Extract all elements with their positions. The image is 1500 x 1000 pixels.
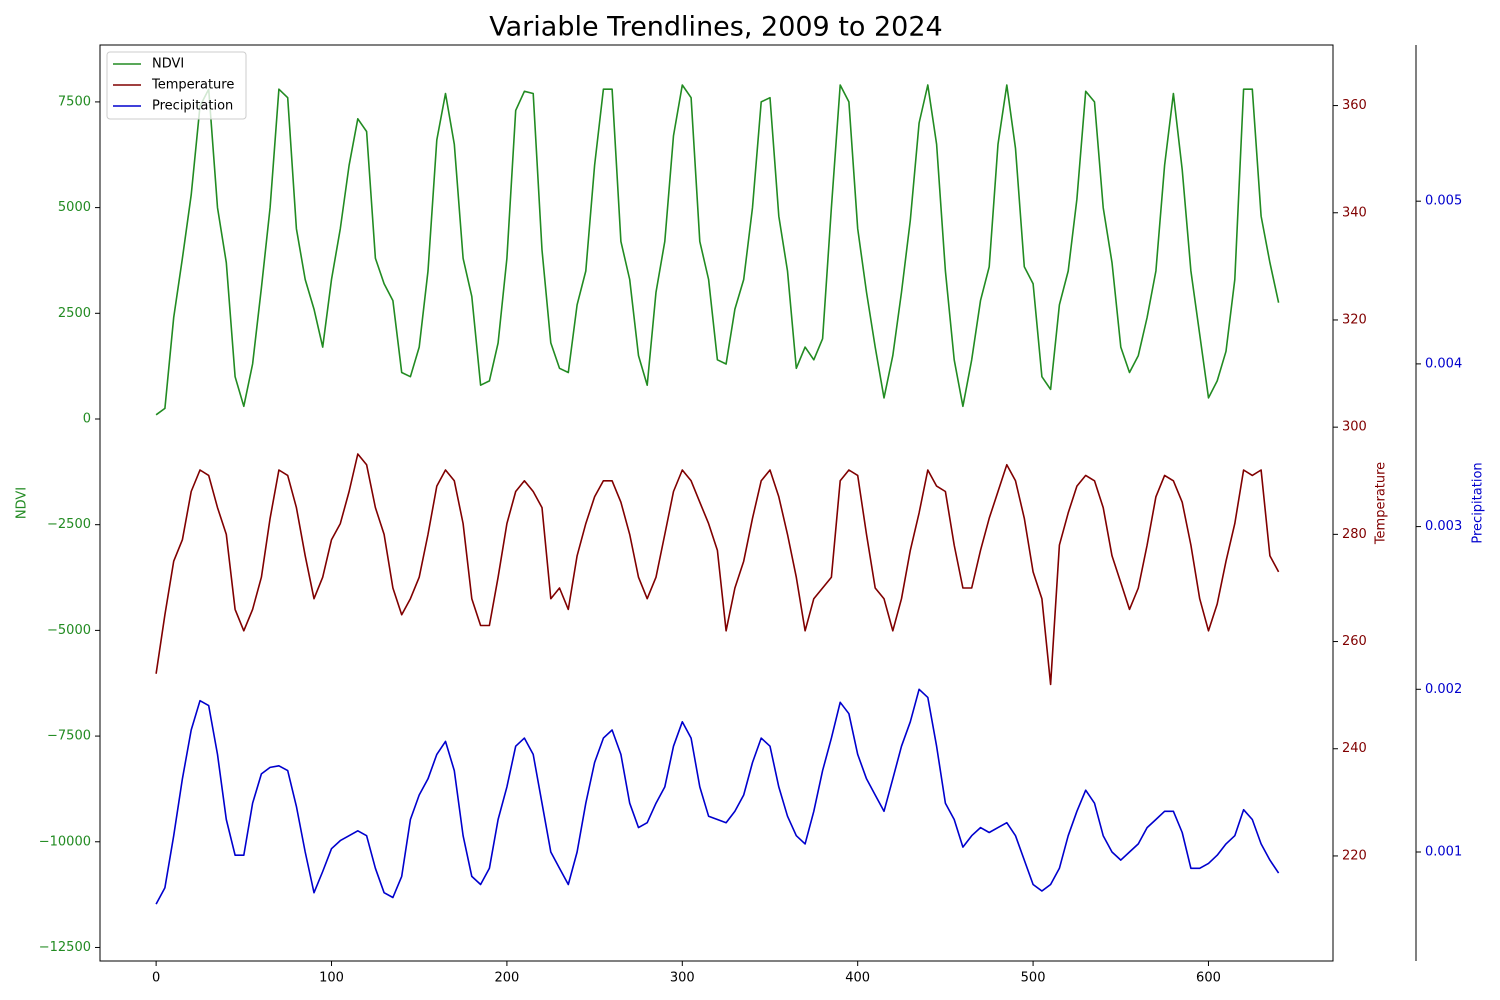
- x-tick-label: 600: [1196, 971, 1221, 986]
- y-tick-label: 2500: [58, 306, 91, 321]
- legend-label: Precipitation: [152, 99, 233, 114]
- y2-tick-label: 280: [1342, 527, 1367, 542]
- y-tick-label: −12500: [39, 940, 91, 955]
- legend-box: [106, 51, 247, 120]
- y-tick-label: −10000: [39, 834, 91, 849]
- x-tick-label: 500: [1021, 971, 1046, 986]
- y3-tick-label: 0.002: [1425, 682, 1462, 697]
- y2-tick-label: 340: [1342, 205, 1367, 220]
- x-tick-label: 300: [670, 971, 695, 986]
- y3-tick-label: 0.005: [1425, 194, 1462, 209]
- x-tick-label: 400: [845, 971, 870, 986]
- y-tick-label: 5000: [58, 200, 91, 215]
- y3-axis-label: Precipitation: [1471, 462, 1486, 543]
- y2-tick-label: 260: [1342, 634, 1367, 649]
- y3-tick-label: 0.001: [1425, 844, 1462, 859]
- y2-tick-label: 300: [1342, 420, 1367, 435]
- y2-tick-label: 240: [1342, 741, 1367, 756]
- x-tick-label: 100: [319, 971, 344, 986]
- y3-tick-label: 0.004: [1425, 356, 1462, 371]
- x-tick-label: 200: [494, 971, 519, 986]
- y-tick-label: −2500: [47, 517, 91, 532]
- legend-label: Temperature: [151, 78, 234, 93]
- y2-tick-label: 320: [1342, 312, 1367, 327]
- y-axis-label: NDVI: [15, 487, 30, 519]
- y-tick-label: 7500: [58, 94, 91, 109]
- y-tick-label: 0: [83, 411, 91, 426]
- x-tick-label: 0: [152, 971, 160, 986]
- legend-label: NDVI: [152, 57, 184, 72]
- y2-axis-label: Temperature: [1374, 462, 1389, 545]
- y2-tick-label: 220: [1342, 848, 1367, 863]
- y2-tick-label: 360: [1342, 98, 1367, 113]
- y3-tick-label: 0.003: [1425, 519, 1462, 534]
- series-line: [155, 453, 1280, 686]
- plot-frame: [99, 44, 1334, 962]
- y-tick-label: −5000: [47, 623, 91, 638]
- series-line: [155, 688, 1280, 905]
- series-line: [155, 84, 1280, 416]
- y-tick-label: −7500: [47, 729, 91, 744]
- chart-title: Variable Trendlines, 2009 to 2024: [489, 12, 942, 43]
